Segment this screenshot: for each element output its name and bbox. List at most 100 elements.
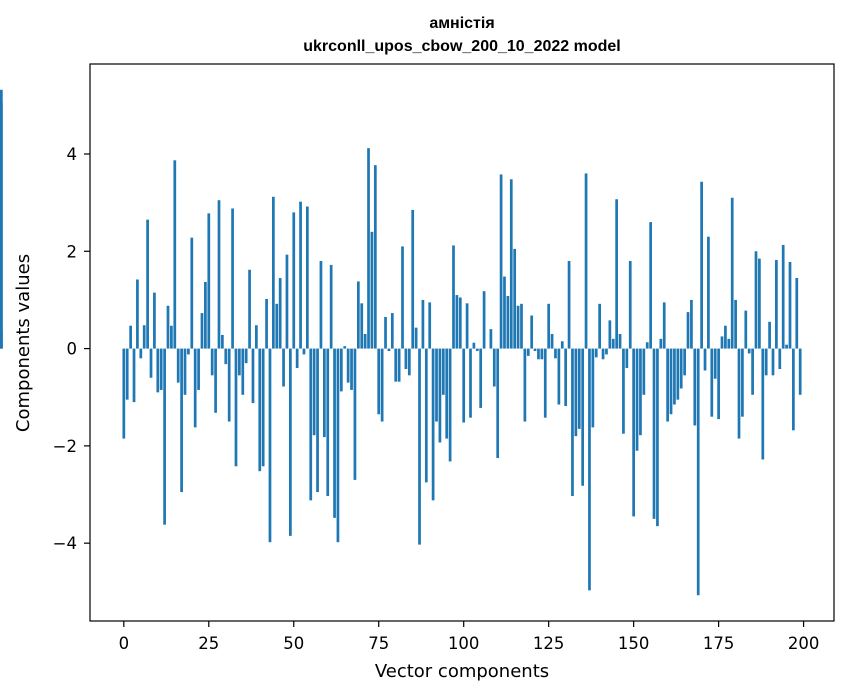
bar — [686, 312, 690, 349]
bar — [615, 199, 619, 349]
bar — [591, 348, 595, 428]
bar — [775, 260, 778, 349]
bar — [730, 197, 734, 349]
bar — [125, 348, 129, 400]
bar — [571, 348, 574, 496]
bar — [234, 348, 238, 467]
bar — [499, 174, 503, 349]
bar — [533, 348, 537, 352]
bar — [690, 299, 693, 349]
x-tick-label: 25 — [198, 634, 219, 653]
bar — [316, 348, 319, 493]
bar — [173, 160, 177, 349]
bar — [326, 348, 330, 496]
y-axis-ticks: −4 −2 0 2 4 — [53, 145, 90, 553]
bar — [360, 303, 364, 349]
bar — [659, 338, 663, 349]
bar — [598, 303, 602, 349]
bar — [302, 348, 306, 355]
bar — [387, 348, 391, 352]
bar — [214, 348, 217, 413]
bar — [407, 348, 411, 376]
bar — [370, 231, 374, 349]
bar — [509, 179, 513, 349]
bar — [798, 348, 802, 395]
bar — [292, 212, 296, 349]
bar — [350, 348, 353, 390]
bar — [628, 261, 632, 349]
bar — [632, 348, 635, 517]
bar — [346, 348, 350, 383]
bar — [452, 245, 455, 349]
chart-title: амністія — [429, 15, 494, 32]
bar — [390, 313, 394, 349]
bar — [652, 348, 656, 519]
bar — [441, 348, 445, 395]
bar — [543, 348, 547, 418]
bar — [329, 264, 333, 349]
bar — [594, 348, 598, 358]
bar — [747, 348, 751, 354]
bar — [146, 219, 149, 349]
bar — [564, 348, 568, 406]
bar — [608, 320, 612, 349]
bar — [248, 269, 251, 349]
bar — [261, 348, 265, 467]
bar — [700, 181, 703, 349]
bar — [435, 348, 438, 422]
bar — [139, 348, 143, 359]
bar — [455, 295, 459, 349]
y-tick-label: −4 — [53, 534, 77, 553]
bar — [180, 348, 183, 493]
bar — [309, 348, 313, 501]
bar — [187, 348, 190, 355]
bar — [679, 348, 683, 389]
bar — [639, 348, 642, 436]
bar — [788, 261, 792, 349]
bar — [713, 348, 717, 379]
bar — [768, 321, 771, 349]
bar — [142, 325, 146, 349]
bar — [482, 291, 486, 349]
bar — [581, 348, 585, 486]
bar — [149, 348, 153, 378]
bar — [656, 348, 659, 527]
bar — [462, 348, 466, 423]
bar — [584, 173, 588, 349]
bar — [635, 348, 639, 451]
bar — [557, 348, 561, 405]
bar — [397, 348, 401, 382]
bar — [724, 325, 727, 349]
bar — [693, 348, 697, 426]
bar — [523, 348, 527, 422]
x-tick-label: 75 — [368, 634, 389, 653]
bar — [404, 348, 408, 370]
bar — [353, 348, 357, 480]
bar — [275, 303, 279, 349]
plot-frame — [89, 63, 835, 622]
bar — [339, 348, 343, 392]
bar — [159, 348, 163, 390]
bar — [513, 248, 517, 349]
x-tick-label: 200 — [788, 634, 820, 653]
bar — [666, 348, 669, 422]
bar — [210, 348, 214, 376]
bar — [424, 348, 428, 483]
bar — [183, 348, 187, 395]
bar — [503, 276, 506, 349]
bar — [622, 348, 625, 434]
bar — [377, 348, 381, 415]
bar — [268, 348, 272, 543]
bar — [771, 348, 775, 376]
bar — [662, 302, 666, 349]
x-tick-label: 175 — [703, 634, 735, 653]
bar — [356, 281, 360, 349]
bar — [343, 346, 347, 349]
bar — [278, 278, 282, 349]
bar — [605, 348, 608, 355]
bar — [554, 348, 557, 359]
bar — [649, 222, 652, 349]
bar — [136, 279, 139, 349]
bar — [567, 261, 571, 349]
